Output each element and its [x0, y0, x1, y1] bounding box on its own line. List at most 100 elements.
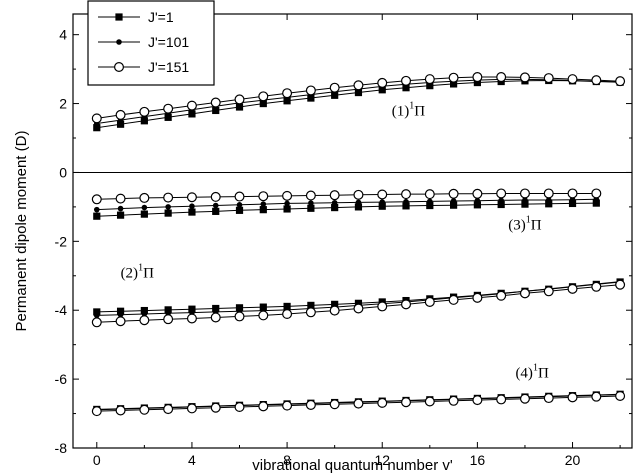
- data-point: [591, 281, 602, 292]
- data-point: [543, 393, 554, 404]
- data-point: [521, 200, 529, 208]
- data-point: [259, 303, 267, 311]
- data-point: [139, 404, 150, 415]
- data-point: [258, 191, 269, 202]
- data-point: [450, 198, 457, 204]
- series-6: [91, 188, 602, 205]
- data-point: [234, 191, 245, 202]
- data-point: [519, 188, 530, 199]
- data-point: [497, 200, 505, 209]
- data-point: [163, 103, 174, 114]
- data-point: [353, 398, 364, 409]
- y-tick-label: -2: [55, 233, 68, 249]
- data-point: [498, 197, 504, 204]
- data-point: [115, 316, 126, 327]
- data-point: [164, 113, 172, 121]
- data-point: [474, 197, 481, 204]
- data-point: [117, 205, 124, 212]
- data-point: [259, 206, 267, 214]
- data-point: [283, 205, 291, 213]
- legend-marker: [113, 61, 124, 72]
- data-point: [258, 310, 269, 321]
- data-point: [401, 397, 412, 408]
- x-tick-label: 12: [374, 452, 390, 468]
- data-point: [93, 212, 101, 220]
- data-point: [567, 392, 578, 403]
- data-point: [188, 208, 196, 216]
- data-point: [236, 202, 243, 208]
- data-point: [93, 312, 100, 319]
- data-point: [163, 192, 174, 203]
- series-line: [96, 193, 597, 200]
- data-point: [283, 302, 291, 311]
- data-point: [258, 91, 269, 102]
- data-point: [91, 194, 102, 205]
- data-point: [401, 299, 412, 310]
- y-axis-label: Permanent dipole moment (D): [13, 131, 30, 332]
- data-point: [234, 402, 245, 413]
- data-point: [472, 72, 483, 83]
- data-point: [91, 406, 102, 417]
- data-point: [426, 201, 434, 210]
- data-point: [403, 198, 409, 205]
- data-point: [329, 190, 340, 201]
- data-point: [424, 396, 435, 407]
- data-point: [212, 207, 220, 215]
- data-point: [307, 301, 315, 309]
- data-point: [496, 188, 507, 199]
- data-point: [377, 189, 388, 200]
- data-point: [377, 77, 388, 88]
- data-point: [329, 305, 340, 316]
- data-point: [567, 283, 578, 294]
- data-point: [329, 399, 340, 410]
- data-point: [186, 100, 197, 111]
- data-point: [212, 304, 220, 313]
- data-point: [591, 75, 602, 86]
- data-point: [305, 85, 316, 96]
- y-tick-label: 0: [59, 164, 67, 180]
- data-point: [331, 91, 339, 99]
- y-tick-label: -4: [55, 302, 68, 318]
- data-point: [210, 191, 221, 202]
- data-point: [543, 73, 554, 84]
- data-point: [355, 199, 362, 206]
- data-point: [308, 200, 314, 206]
- series-3: [91, 72, 626, 124]
- data-point: [234, 94, 245, 105]
- data-point: [519, 288, 530, 299]
- data-point: [353, 189, 364, 200]
- data-point: [235, 206, 244, 214]
- data-point: [545, 200, 553, 208]
- data-point: [282, 309, 293, 320]
- y-tick-label: 4: [59, 27, 67, 43]
- data-point: [353, 303, 364, 314]
- data-point: [258, 401, 269, 412]
- data-point: [402, 84, 410, 92]
- state-label: (4)1Π: [515, 362, 549, 381]
- data-point: [116, 211, 125, 219]
- data-point: [189, 203, 195, 209]
- data-point: [115, 109, 126, 120]
- data-point: [165, 204, 171, 210]
- data-point: [519, 393, 530, 404]
- legend-box: [87, 0, 215, 86]
- data-point: [448, 294, 459, 305]
- data-point: [93, 206, 100, 213]
- series-9: [91, 279, 626, 328]
- data-point: [377, 301, 388, 312]
- data-point: [188, 110, 196, 118]
- data-point: [140, 210, 148, 218]
- data-point: [567, 188, 578, 199]
- data-point: [164, 209, 172, 217]
- data-point: [163, 404, 174, 415]
- data-point: [545, 197, 552, 203]
- annotation-layer: (1)1Π (3)1Π (2)1Π (4)1Π: [121, 101, 549, 382]
- data-point: [139, 315, 150, 326]
- data-point: [496, 394, 507, 405]
- series-line: [96, 202, 597, 217]
- x-tick-label: 8: [283, 452, 291, 468]
- series-12: [91, 390, 626, 417]
- x-axis-label: vibrational quantum number v': [252, 457, 453, 474]
- data-point: [448, 72, 459, 83]
